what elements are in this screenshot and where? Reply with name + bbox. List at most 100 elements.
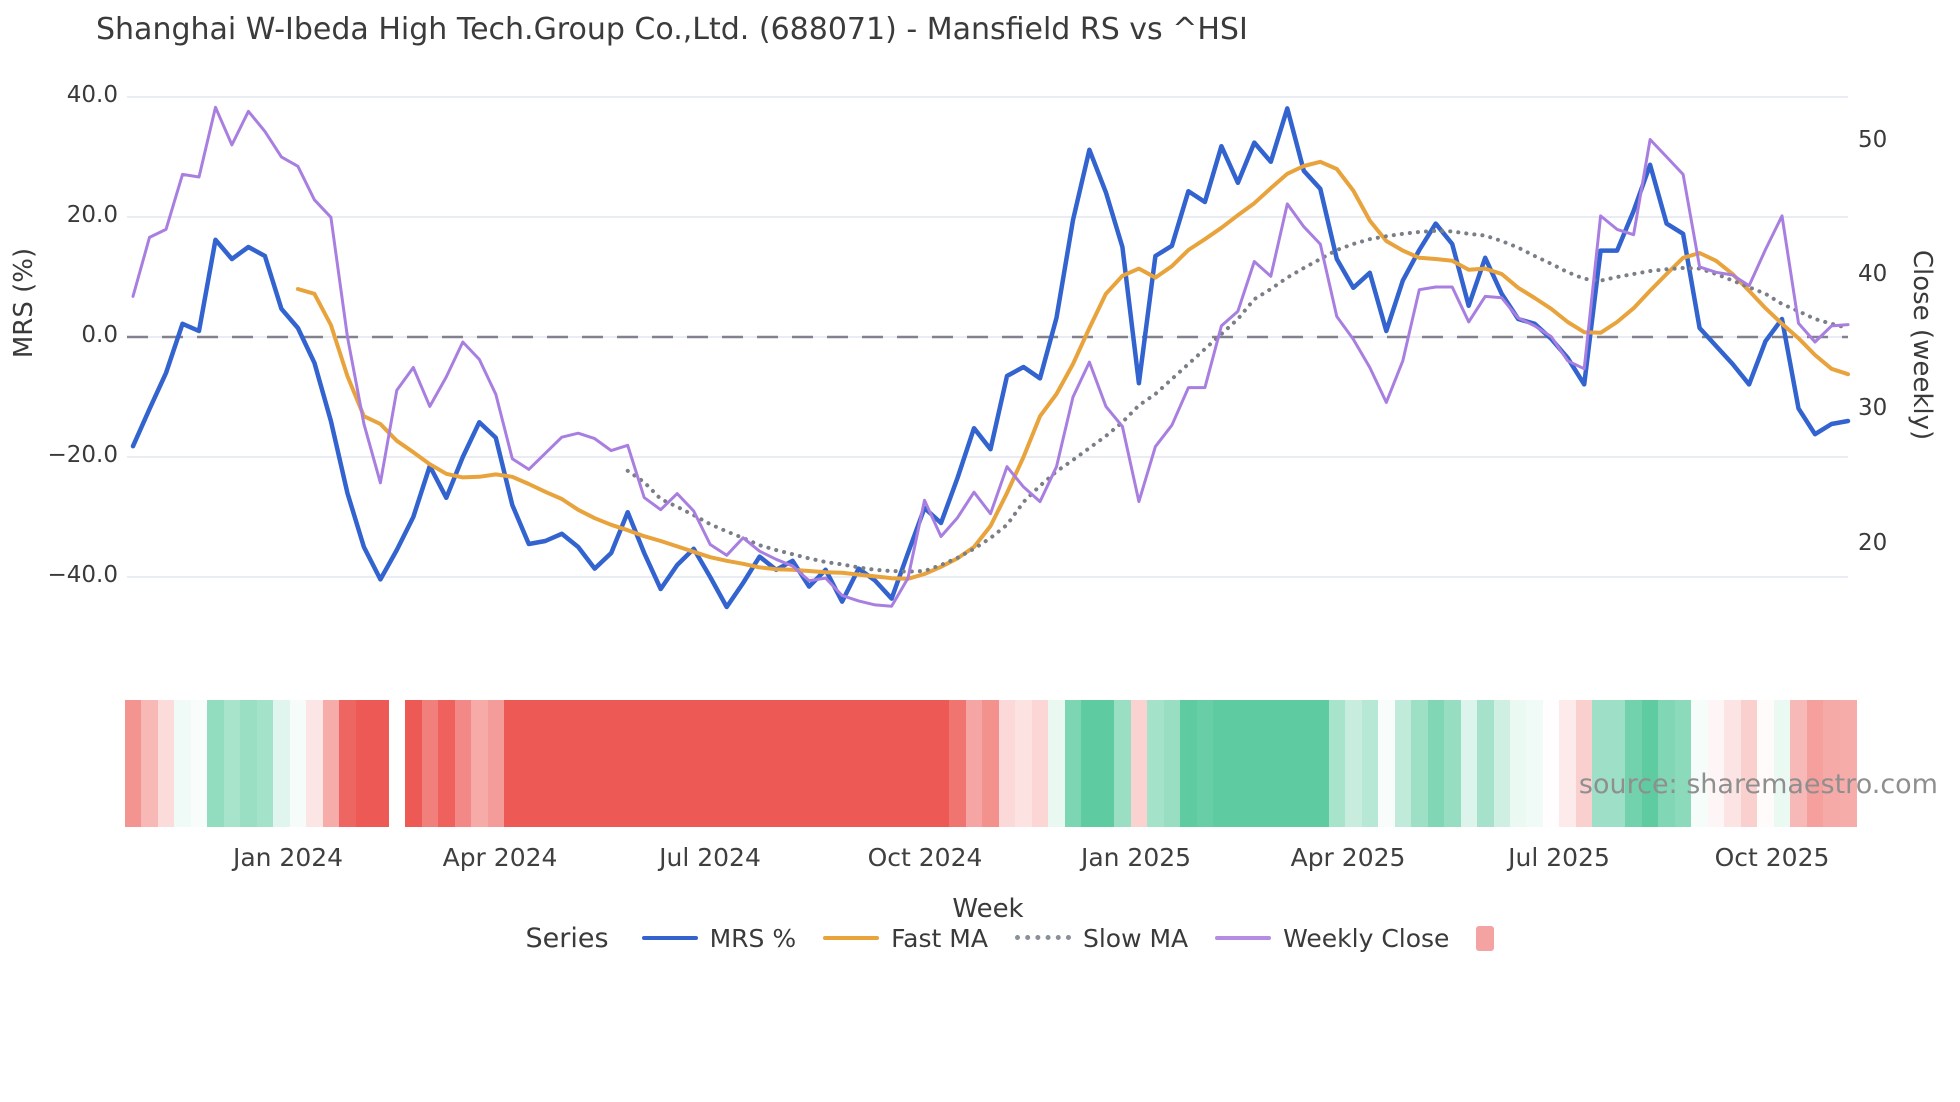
heatmap-cell <box>1328 700 1346 827</box>
heatmap-cell <box>751 700 769 827</box>
y-tick-right: 30 <box>1858 395 1888 422</box>
heatmap-cell <box>504 700 522 827</box>
heatmap-cell <box>1130 700 1148 827</box>
x-axis-title: Week <box>952 894 1024 924</box>
legend-title: Series <box>525 922 609 954</box>
y-tick-left: 40.0 <box>66 82 118 108</box>
heatmap-cell <box>1427 700 1445 827</box>
heatmap-cell <box>1411 700 1429 827</box>
heatmap-cell <box>1444 700 1462 827</box>
heatmap-cell <box>1394 700 1412 827</box>
heatmap-cell <box>355 700 373 827</box>
heatmap-cell <box>652 700 670 827</box>
heatmap-cell <box>817 700 835 827</box>
heatmap-cell <box>207 700 225 827</box>
heatmap-cell <box>1196 700 1214 827</box>
heatmap-cell <box>899 700 917 827</box>
legend-label: Fast MA <box>891 923 988 953</box>
heatmap-cell <box>734 700 752 827</box>
heatmap-cell <box>833 700 851 827</box>
legend: Series MRS % Fast MA Slow MA Weekly Close <box>60 915 1960 961</box>
legend-item-weekly-close: Weekly Close <box>1215 924 1449 953</box>
heatmap-cell <box>668 700 686 827</box>
heatmap-cell <box>1213 700 1231 827</box>
heatmap-cell <box>1147 700 1165 827</box>
legend-item-fast-ma: Fast MA <box>823 924 988 953</box>
heatmap-cell <box>1559 700 1577 827</box>
legend-label: Weekly Close <box>1283 923 1450 953</box>
heatmap-cell <box>883 700 901 827</box>
heatmap-cell <box>1773 700 1791 827</box>
heatmap-cell <box>553 700 571 827</box>
heatmap-cell <box>1542 700 1560 827</box>
heatmap-cell <box>487 700 505 827</box>
heatmap-cell <box>718 700 736 827</box>
heatmap-cell <box>1592 700 1610 827</box>
heatmap-cell <box>1839 700 1857 827</box>
heatmap-cell <box>240 700 258 827</box>
x-tick-label: Apr 2024 <box>442 843 558 872</box>
heatmap-cell <box>784 700 802 827</box>
heatmap-cell <box>965 700 983 827</box>
heatmap-cell <box>1460 700 1478 827</box>
heatmap-cell <box>932 700 950 827</box>
heatmap-cell <box>405 700 423 827</box>
heatmap-cell <box>1163 700 1181 827</box>
heatmap-cell <box>1015 700 1033 827</box>
heatmap-cell <box>1081 700 1099 827</box>
x-tick-label: Apr 2025 <box>1290 843 1406 872</box>
heatmap-cell <box>256 700 274 827</box>
y-tick-left: −20.0 <box>47 442 118 468</box>
heatmap-cell <box>949 700 967 827</box>
x-tick-label: Oct 2025 <box>1714 843 1830 872</box>
heatmap-cell <box>1691 700 1709 827</box>
heatmap-cell <box>570 700 588 827</box>
heatmap-cell <box>1724 700 1742 827</box>
heatmap-cell <box>1229 700 1247 827</box>
y-tick-left: −40.0 <box>47 562 118 588</box>
heatmap-cell <box>636 700 654 827</box>
heatmap-cell <box>306 700 324 827</box>
heatmap-cell <box>520 700 538 827</box>
legend-swatch-line-icon <box>1215 936 1272 940</box>
heatmap-cell <box>850 700 868 827</box>
heatmap-cell <box>339 700 357 827</box>
heatmap-cell <box>767 700 785 827</box>
x-tick-label: Jan 2024 <box>232 843 344 872</box>
heatmap-cell <box>322 700 340 827</box>
legend-swatch-square-icon <box>1476 925 1495 951</box>
heatmap-cell <box>273 700 291 827</box>
heatmap-cell <box>1064 700 1082 827</box>
heatmap-cell <box>174 700 192 827</box>
heatmap-cell <box>998 700 1016 827</box>
heatmap-cell <box>1361 700 1379 827</box>
series-line-slow-ma <box>625 228 1850 574</box>
heatmap-cell <box>586 700 604 827</box>
heatmap-cell <box>1279 700 1297 827</box>
heatmap-cell <box>141 700 159 827</box>
heatmap-cell <box>1378 700 1396 827</box>
legend-label: Slow MA <box>1082 923 1189 953</box>
heatmap-cell <box>289 700 307 827</box>
y-tick-right: 50 <box>1858 127 1888 154</box>
legend-swatch-dotted-icon <box>1014 931 1071 940</box>
heatmap-cell <box>223 700 241 827</box>
x-tick-label: Jul 2024 <box>659 843 761 872</box>
heatmap-cell <box>1031 700 1049 827</box>
heatmap-cell <box>1806 700 1824 827</box>
y-tick-right: 20 <box>1858 529 1888 556</box>
heatmap-cell <box>1658 700 1676 827</box>
legend-item-heatmap <box>1476 925 1495 951</box>
heatmap-cell <box>471 700 489 827</box>
series-line-mrs- <box>130 106 1851 610</box>
series-line-fast-ma <box>295 159 1850 581</box>
heatmap-cell <box>124 700 142 827</box>
heatmap-cell <box>1740 700 1758 827</box>
heatmap-cell <box>190 700 208 827</box>
heatmap-cell <box>1180 700 1198 827</box>
heatmap-cell <box>438 700 456 827</box>
heatmap-cell <box>916 700 934 827</box>
x-tick-label: Jul 2025 <box>1508 843 1610 872</box>
heatmap-cell <box>421 700 439 827</box>
